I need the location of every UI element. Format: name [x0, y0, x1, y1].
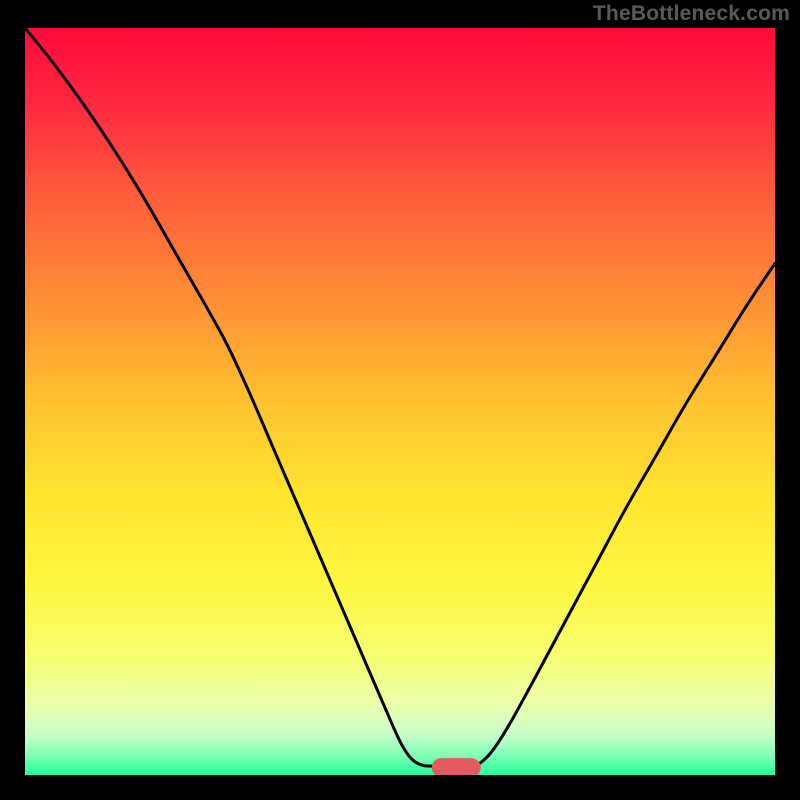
plot-area	[25, 28, 775, 775]
plot-svg	[25, 28, 775, 775]
gradient-background	[25, 28, 775, 775]
attribution-label: TheBottleneck.com	[593, 2, 790, 26]
chart-frame: TheBottleneck.com	[0, 0, 800, 800]
optimum-marker	[432, 759, 480, 775]
